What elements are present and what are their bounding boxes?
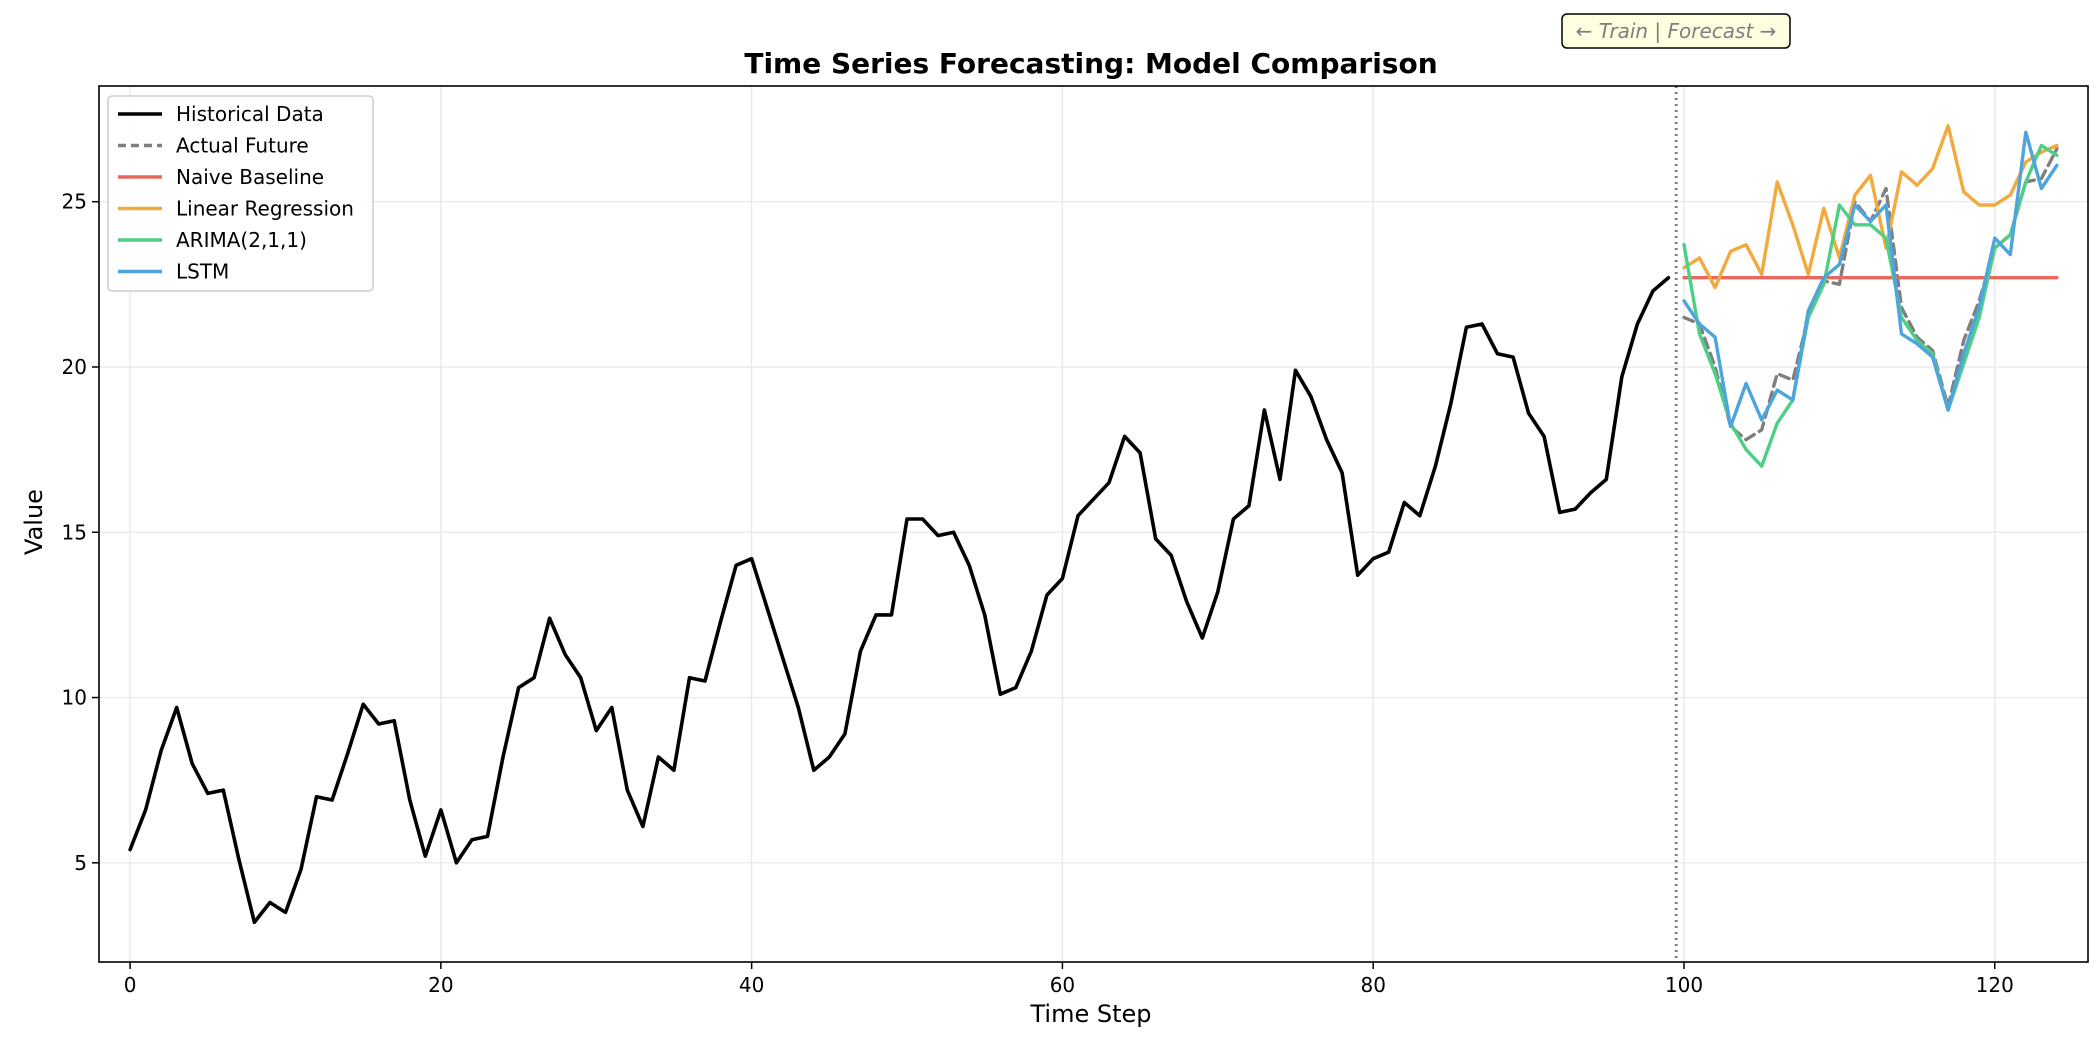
series-line-arima-2-1-1 [1682,143,2059,468]
legend-item-actual-future: Actual Future [118,134,309,158]
legend-label: Historical Data [176,102,324,126]
y-tick-label: 5 [74,851,87,875]
y-tick-label: 20 [62,355,87,379]
series-line-historical-data [128,275,1671,925]
grid-lines [99,86,2088,962]
legend-label: LSTM [176,260,229,284]
annotation-box [1561,13,1791,49]
plot-area-frame [98,85,2089,963]
legend-item-linear-regression: Linear Regression [118,197,354,221]
legend-item-historical-data: Historical Data [118,102,324,126]
legend-item-naive-baseline: Naive Baseline [118,165,324,189]
y-tick-label: 10 [62,686,87,710]
legend-item-arima-2-1-1: ARIMA(2,1,1) [118,228,307,252]
legend-label: Actual Future [176,134,309,158]
x-axis-label: Time Step [1029,1000,1151,1028]
x-tick-label: 40 [739,973,764,997]
legend: Historical Data Actual Future Naive Baseli… [107,95,374,292]
y-axis-label: Value [20,489,48,555]
series-line-lstm [1682,130,2059,429]
x-tick-label: 0 [124,973,137,997]
x-tick-label: 100 [1665,973,1703,997]
legend-label: Naive Baseline [176,165,324,189]
legend-label: Linear Regression [176,197,354,221]
series-line-linear-regression [1682,123,2059,290]
train-forecast-annotation: ← Train | Forecast → [1561,13,1791,49]
x-tick-label: 80 [1360,973,1385,997]
x-axis-ticks: 0 20 40 60 80 100 120 [124,962,2014,997]
y-axis-ticks: 5 10 15 20 25 [62,190,99,875]
x-tick-label: 120 [1976,973,2014,997]
y-tick-label: 25 [62,190,87,214]
legend-label: ARIMA(2,1,1) [176,228,307,252]
legend-frame [107,95,374,292]
series-lines [128,123,2059,925]
x-tick-label: 60 [1050,973,1075,997]
annotation-text: ← Train | Forecast → [1576,19,1777,43]
chart-title: Time Series Forecasting: Model Compariso… [744,47,1437,80]
y-tick-label: 15 [62,520,87,544]
x-tick-label: 20 [428,973,453,997]
legend-item-lstm: LSTM [118,260,229,284]
